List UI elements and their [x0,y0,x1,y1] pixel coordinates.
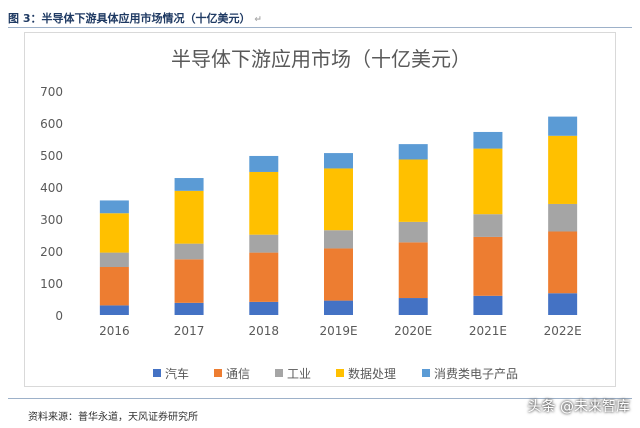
bar-segment [174,178,204,191]
watermark: 头条 @未来智库 [527,399,630,415]
y-tick-label: 600 [40,117,63,131]
bar-segment [174,302,204,315]
bar-segment [548,116,578,136]
y-axis: 0 100 200 300 400 500 600 700 [40,85,63,323]
bar-stacks [99,116,578,315]
bar-segment [473,295,503,315]
legend: 汽车 通信 工业 数据处理 消费类电子产品 [153,366,518,381]
return-mark: ↵ [254,15,262,25]
y-tick-label: 100 [40,277,63,291]
bar-segment [99,213,129,253]
bar-segment [324,230,353,249]
bar-segment [398,298,428,315]
bar-segment [174,259,204,303]
bar-segment [324,300,353,315]
bar-segment [398,221,428,243]
bar-segment [249,171,279,235]
legend-item: 工业 [275,367,311,381]
stacked-bar-chart: 半导体下游应用市场（十亿美元） 0 100 200 300 400 500 600 700 2… [40,47,582,381]
bar-segment [324,153,353,169]
x-tick-label: 2021E [469,324,507,338]
bar-segment [99,267,129,306]
bar-segment [99,200,129,214]
bar-segment [174,190,204,244]
bar-segment [473,236,503,296]
legend-swatch [153,369,161,377]
legend-item: 汽车 [153,366,189,381]
y-tick-label: 400 [40,181,63,195]
chart-title: 半导体下游应用市场（十亿美元） [171,47,471,71]
bar-segment [548,293,578,315]
legend-item: 消费类电子产品 [422,367,518,381]
legend-swatch [336,369,344,377]
bar-segment [249,234,279,253]
bar-segment [324,168,353,231]
legend-label: 数据处理 [348,366,396,381]
bar-segment [473,131,503,149]
x-tick-label: 2016 [99,324,130,338]
bar-segment [249,252,279,302]
bar-segment [249,301,279,315]
legend-item: 数据处理 [336,366,396,381]
chart-frame: 半导体下游应用市场（十亿美元） 0 100 200 300 400 500 600 700 2… [24,32,616,387]
bar-segment [548,135,578,204]
bar-segment [324,248,353,301]
y-tick-label: 300 [40,213,63,227]
x-tick-label: 2022E [544,324,582,338]
x-tick-label: 2019E [319,324,357,338]
x-tick-label: 2017 [174,324,205,338]
bar-segment [398,159,428,222]
bar-segment [99,305,129,315]
bar-segment [548,203,578,232]
bar-segment [473,148,503,215]
bar-segment [174,243,204,260]
y-tick-label: 500 [40,149,63,163]
bar-segment [548,231,578,294]
bar-segment [473,214,503,237]
x-tick-label: 2020E [394,324,432,338]
legend-swatch [275,369,283,377]
caption-rule [8,27,632,28]
legend-swatch [422,369,430,377]
bar-segment [99,252,129,267]
source-note: 资料来源：普华永道，天风证券研究所 [28,412,198,423]
legend-item: 通信 [214,367,250,381]
y-tick-label: 0 [55,309,63,323]
legend-label: 消费类电子产品 [434,367,518,381]
bar-segment [249,155,279,172]
x-axis: 2016 2017 2018 2019E 2020E 2021E 2022E [99,324,582,338]
x-tick-label: 2018 [249,324,280,338]
bar-segment [398,242,428,299]
bar-segment [398,144,428,160]
y-tick-label: 200 [40,245,63,259]
figure-caption: 图 3：半导体下游具体应用市场情况（十亿美元） ↵ [8,10,262,26]
caption-text: 图 3：半导体下游具体应用市场情况（十亿美元） [8,12,251,25]
source-rule [8,398,632,399]
legend-label: 汽车 [165,366,189,381]
legend-swatch [214,369,222,377]
y-tick-label: 700 [40,85,63,99]
legend-label: 通信 [226,367,250,381]
legend-label: 工业 [287,367,311,381]
